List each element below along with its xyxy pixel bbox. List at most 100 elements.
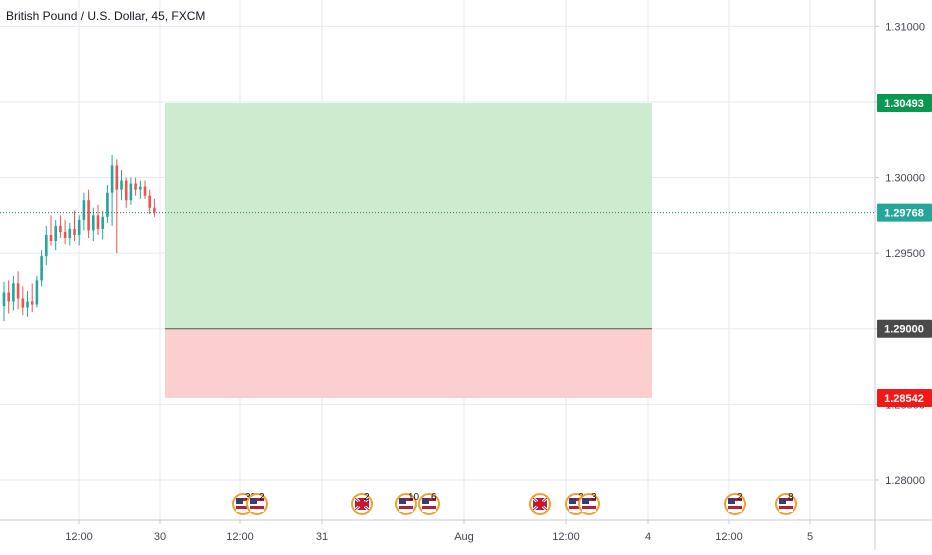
time-axis-label: Aug: [454, 531, 474, 543]
flag-stripe: [582, 506, 596, 509]
candle-body: [148, 195, 151, 208]
current-price-badge-background: [877, 203, 932, 222]
candle-body: [73, 228, 76, 235]
candle-body: [129, 183, 133, 201]
candle-body: [120, 180, 123, 190]
candle-body: [68, 228, 72, 239]
current-price-badge: 1.29768: [884, 208, 924, 220]
candle-body: [101, 216, 104, 229]
candle-body: [115, 165, 119, 190]
candle-body: [77, 219, 81, 235]
flag-canton: [569, 498, 576, 504]
candle-body: [26, 301, 29, 308]
candle-body: [54, 225, 57, 242]
flag-stripe: [236, 506, 250, 509]
price-axis-label: 1.30000: [885, 173, 925, 185]
flag-stripe: [250, 506, 264, 509]
time-axis-label: 12:00: [715, 531, 743, 543]
flag-stripe: [422, 506, 436, 509]
loss-zone[interactable]: [165, 328, 652, 398]
us-flag-icon[interactable]: 10: [395, 492, 420, 515]
time-axis-label: 12:00: [226, 531, 254, 543]
candle-body: [7, 292, 10, 302]
entry-price-badge: 1.29000: [884, 324, 924, 336]
time-axis-label: 31: [316, 531, 328, 543]
event-count-label: 2: [364, 492, 370, 503]
flag-cross: [533, 502, 547, 506]
candle-body: [49, 234, 53, 242]
candle-body: [124, 180, 128, 201]
flag-cross: [355, 502, 369, 506]
candle-body: [143, 186, 147, 196]
candle-body: [153, 207, 156, 213]
us-flag-icon[interactable]: 2: [246, 492, 268, 515]
event-count-label: 6: [431, 492, 437, 503]
candle-body: [21, 298, 25, 308]
candle-body: [16, 283, 20, 299]
uk-flag-icon[interactable]: 2: [351, 492, 373, 515]
flag-stripe: [236, 509, 250, 512]
candle-body: [35, 280, 39, 305]
flag-stripe: [399, 509, 413, 512]
uk-flag-icon[interactable]: [529, 493, 551, 515]
flag-canton: [779, 498, 786, 504]
event-count-label: 2: [737, 492, 743, 503]
flag-stripe: [582, 509, 596, 512]
event-count-label: 2: [259, 492, 265, 503]
flag-stripe: [399, 506, 413, 509]
profit-zone[interactable]: [165, 102, 652, 329]
time-axis-label: 5: [807, 531, 813, 543]
candle-body: [2, 292, 6, 307]
candle-body: [40, 256, 43, 281]
flag-stripe: [728, 506, 742, 509]
us-flag-icon[interactable]: 2: [724, 492, 746, 515]
candle-body: [134, 183, 137, 190]
entry-price-badge-background: [877, 319, 932, 338]
candle-body: [12, 283, 15, 302]
chart-title: British Pound / U.S. Dollar, 45, FXCM: [6, 9, 206, 23]
flag-canton: [422, 498, 429, 504]
stop-price-badge-background: [877, 388, 932, 407]
event-count-label: 8: [788, 492, 794, 503]
target-price-badge-background: [877, 93, 932, 112]
candle-body: [87, 200, 90, 231]
event-count-label: 10: [408, 492, 420, 503]
time-axis-label: 30: [154, 531, 166, 543]
us-flag-icon[interactable]: 3: [578, 492, 600, 515]
price-axis-label: 1.28000: [885, 475, 925, 487]
flag-stripe: [422, 509, 436, 512]
time-axis-label: 12:00: [65, 531, 93, 543]
flag-canton: [728, 498, 735, 504]
flag-canton: [582, 498, 589, 504]
flag-stripe: [728, 509, 742, 512]
time-axis-label: 12:00: [552, 531, 580, 543]
flag-stripe: [569, 506, 583, 509]
candle-body: [96, 215, 100, 229]
target-price-badge: 1.30493: [884, 98, 924, 110]
candle-body: [59, 225, 62, 232]
us-flag-icon[interactable]: 8: [775, 492, 797, 515]
candle-body: [30, 301, 34, 305]
us-flag-icon[interactable]: 6: [418, 492, 440, 515]
candle-body: [92, 215, 95, 231]
flag-stripe: [779, 509, 793, 512]
flag-stripe: [569, 509, 583, 512]
flag-canton: [236, 498, 243, 504]
candle-body: [106, 192, 109, 217]
price-axis-label: 1.29500: [885, 248, 925, 260]
flag-stripe: [250, 509, 264, 512]
stop-price-badge: 1.28542: [884, 393, 924, 405]
flag-canton: [250, 498, 257, 504]
candle-body: [139, 186, 142, 190]
price-axis-label: 1.31000: [885, 21, 925, 33]
time-axis-label: 4: [645, 531, 651, 543]
event-count-label: 3: [591, 492, 597, 503]
candle-body: [82, 200, 86, 220]
flag-stripe: [779, 506, 793, 509]
candle-body: [63, 231, 67, 239]
candle-body: [110, 165, 114, 193]
flag-canton: [399, 498, 406, 504]
candle-body: [45, 234, 48, 257]
